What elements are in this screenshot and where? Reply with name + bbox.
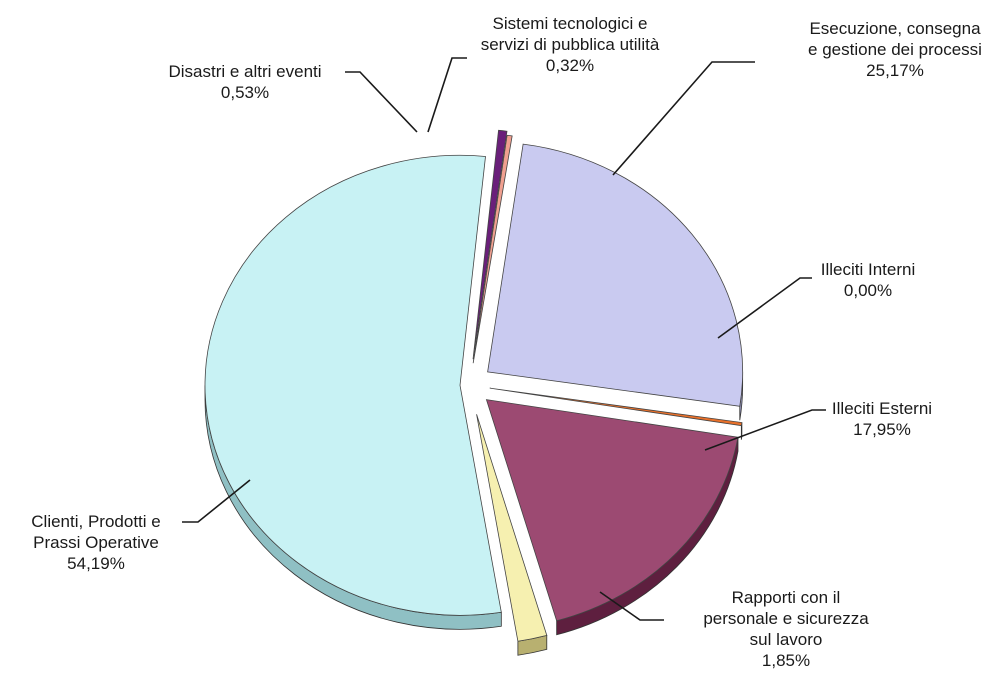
slice-label: Disastri e altri eventi 0,53% [168,62,321,102]
slice-name-label: Sistemi tecnologici e [493,14,648,33]
slice-value-label: 54,19% [67,554,125,573]
slice-label: Illeciti Esterni 17,95% [832,399,932,439]
slice-name-label: Illeciti Interni [821,260,915,279]
leader-line [427,57,467,133]
leader-line [599,591,664,621]
slice-label: Clienti, Prodotti e Prassi Operative 54,19… [31,512,160,573]
leader-line [612,61,755,176]
slice-name-label: e gestione dei processi [808,40,982,59]
slice-label: Sistemi tecnologici e servizi di pubblica… [481,14,660,75]
pie-slice [204,154,502,616]
slice-label: Rapporti con il personale e sicurezza sul … [703,588,869,670]
leader-line [717,277,812,339]
pie-slice [485,399,739,622]
pie-slice [487,143,744,407]
slice-value-label: 25,17% [866,61,924,80]
leader-line [182,479,251,523]
pie-slice [472,129,508,360]
slice-name-label: personale e sicurezza [703,609,869,628]
slice-name-label: Disastri e altri eventi [168,62,321,81]
slice-name-label: Illeciti Esterni [832,399,932,418]
slice-label: Illeciti Interni 0,00% [821,260,915,300]
slice-name-label: Esecuzione, consegna [809,19,981,38]
pie-labels: Esecuzione, consegna e gestione dei proce… [31,14,982,670]
slice-value-label: 0,53% [221,83,269,102]
slice-name-label: sul lavoro [750,630,823,649]
slice-value-label: 0,32% [546,56,594,75]
slice-name-label: Prassi Operative [33,533,159,552]
pie-top-layer [204,129,744,642]
pie-slice [476,414,548,642]
slice-name-label: Rapporti con il [732,588,841,607]
slice-value-label: 1,85% [762,651,810,670]
leader-line [704,409,826,451]
slice-label: Esecuzione, consegna e gestione dei proce… [808,19,982,80]
slice-value-label: 0,00% [844,281,892,300]
slice-value-label: 17,95% [853,420,911,439]
pie-slice [472,134,513,364]
slice-name-label: Clienti, Prodotti e [31,512,160,531]
leader-line [345,71,418,133]
pie-slice [489,387,743,427]
slice-name-label: servizi di pubblica utilità [481,35,660,54]
